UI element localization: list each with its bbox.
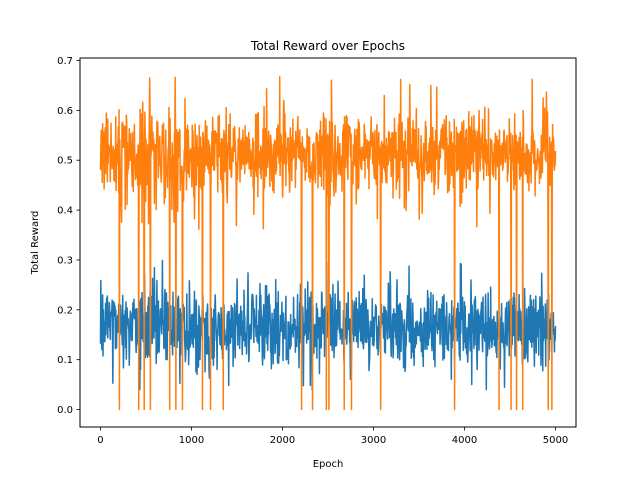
x-tick-label: 5000 [543,435,568,446]
series-layer [99,75,557,411]
y-tick-label: 0.6 [57,106,73,117]
plot-frame [79,57,577,428]
x-tick-label: 3000 [361,435,386,446]
y-tick-label: 0.4 [57,206,73,217]
ticks-layer: 0 1000 2000 3000 4000 5000 0.0 0.1 0.2 0.3 0.4 0.5 0… [57,56,568,446]
y-tick-label: 0.0 [57,405,73,416]
y-tick-label: 0.7 [57,56,73,67]
y-tick-label: 0.3 [57,255,73,266]
x-tick-label: 1000 [179,435,204,446]
series-line-2 [99,75,557,411]
x-tick-label: 4000 [452,435,477,446]
y-axis-label: Total Reward [30,211,41,276]
y-tick-label: 0.2 [57,305,73,316]
x-tick-label: 2000 [270,435,295,446]
chart-title: Total Reward over Epochs [250,39,405,53]
x-tick-label: 0 [97,435,103,446]
y-tick-label: 0.5 [57,156,73,167]
y-tick-label: 0.1 [57,355,73,366]
x-axis-label: Epoch [313,459,344,470]
